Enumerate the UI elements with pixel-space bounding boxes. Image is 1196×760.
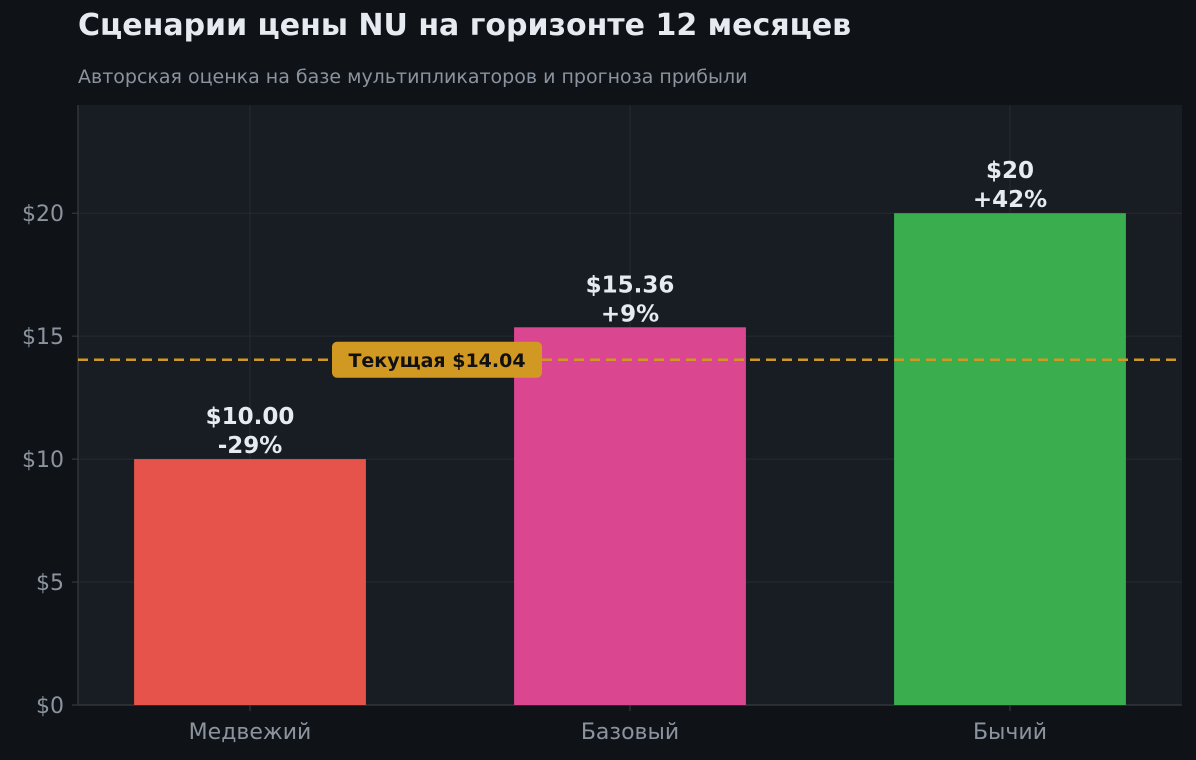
y-tick-label: $5 — [36, 571, 64, 596]
current-price-label: Текущая $14.04 — [348, 350, 525, 372]
chart-subtitle: Авторская оценка на базе мультипликаторо… — [78, 66, 748, 88]
bar-3 — [894, 213, 1126, 705]
y-tick-label: $20 — [22, 202, 64, 227]
bar-value-label: $20 — [986, 158, 1034, 184]
current-price-badge — [332, 341, 542, 378]
x-tick-label: Базовый — [581, 720, 679, 745]
bar-1 — [134, 459, 366, 705]
chart-title: Сценарии цены NU на горизонте 12 месяцев — [78, 8, 852, 43]
bar-2 — [514, 327, 746, 705]
x-tick-label: Бычий — [973, 720, 1047, 745]
bar-change-label: -29% — [218, 433, 283, 459]
y-tick-label: $15 — [22, 325, 64, 350]
bar-value-label: $15.36 — [586, 272, 675, 298]
bar-change-label: +9% — [601, 301, 659, 327]
x-tick-label: Медвежий — [189, 720, 312, 745]
bar-value-label: $10.00 — [206, 404, 295, 430]
y-tick-label: $10 — [22, 448, 64, 473]
y-tick-label: $0 — [36, 694, 64, 719]
bar-change-label: +42% — [973, 187, 1047, 213]
